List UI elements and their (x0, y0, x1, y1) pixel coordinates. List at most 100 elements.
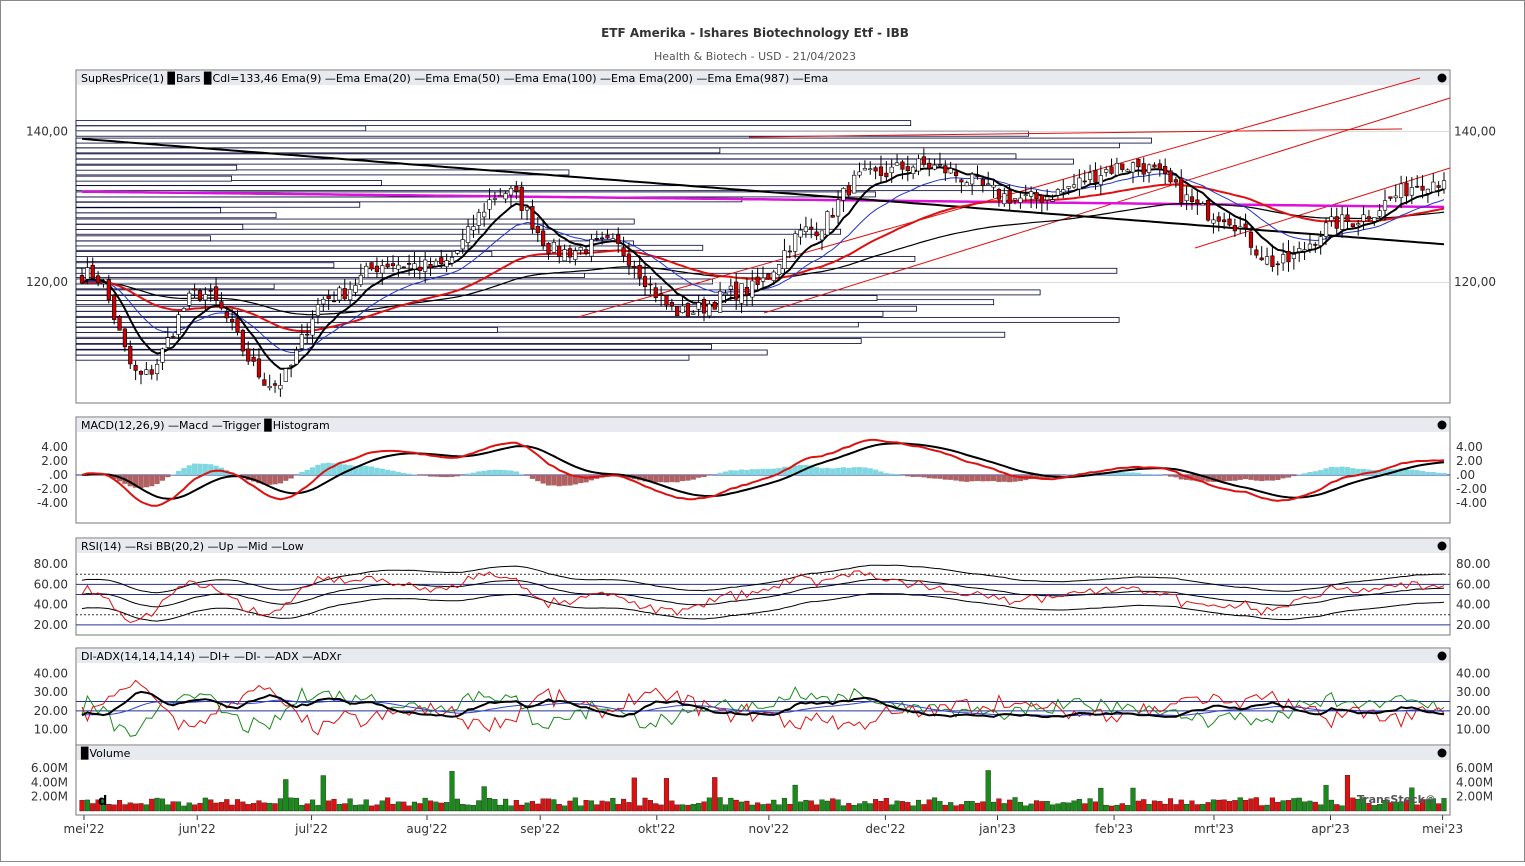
candle (311, 319, 315, 335)
macd-histogram-bar (283, 475, 288, 481)
candle (220, 302, 224, 309)
macd-histogram-bar (567, 475, 572, 486)
macd-histogram-bar (964, 475, 969, 482)
volume-bar (208, 800, 213, 811)
panel-close-icon[interactable] (1438, 542, 1447, 551)
rsi-tick-right: 60.00 (1456, 577, 1490, 591)
macd-histogram-bar (289, 475, 294, 478)
volume-bar (1243, 800, 1248, 811)
volume-bar (535, 804, 540, 811)
macd-histogram-bar (385, 470, 390, 475)
panel-close-icon[interactable] (1438, 74, 1447, 83)
candle (1201, 204, 1205, 205)
volume-bar (852, 805, 857, 811)
candle (922, 157, 926, 165)
candle (112, 295, 116, 319)
volume-bar (342, 804, 347, 811)
macd-histogram-bar (508, 471, 513, 475)
support-resistance-band (76, 263, 334, 268)
panel-close-icon[interactable] (1438, 652, 1447, 661)
volume-bar (1216, 800, 1221, 811)
candle (917, 159, 921, 171)
candle (1297, 248, 1301, 251)
candle (423, 260, 427, 272)
candle (600, 238, 604, 239)
volume-bar (964, 801, 969, 811)
candle (740, 284, 744, 304)
x-tick-label: aug'22 (406, 822, 447, 836)
candle (858, 172, 862, 175)
macd-histogram-bar (669, 475, 674, 482)
volume-bar (578, 806, 583, 811)
candle (1153, 165, 1157, 167)
volume-bar (283, 779, 288, 811)
panel-legend-macd: MACD(12,26,9) —Macd —Trigger ▉Histogram (81, 418, 330, 432)
candle (1389, 197, 1393, 199)
macd-histogram-bar (734, 471, 739, 475)
candle (279, 385, 283, 388)
candle (831, 215, 835, 217)
candle (933, 165, 937, 169)
volume-bar (139, 803, 144, 811)
candle (536, 226, 540, 232)
candle (1104, 170, 1108, 173)
volume-bar (970, 801, 975, 811)
volume-bar (1136, 801, 1141, 811)
macd-histogram-bar (986, 475, 991, 481)
candle (150, 370, 154, 375)
candle (198, 291, 202, 300)
volume-bar (948, 802, 953, 811)
candle (1110, 167, 1114, 174)
candle (225, 312, 229, 318)
macd-histogram-bar (750, 469, 755, 475)
macd-histogram-bar (1281, 475, 1286, 478)
volume-tick-right: 4.00M (1456, 775, 1493, 789)
candle (783, 251, 787, 269)
panel-close-icon[interactable] (1438, 749, 1447, 758)
volume-bar (417, 803, 422, 811)
volume-bar (814, 805, 819, 811)
x-tick-label: apr'23 (1311, 822, 1349, 836)
macd-histogram-bar (562, 475, 567, 486)
volume-bar (289, 798, 294, 811)
candle (1115, 163, 1119, 175)
volume-bar (916, 800, 921, 811)
candle (187, 293, 191, 305)
macd-histogram-bar (433, 475, 438, 477)
support-resistance-band (76, 355, 689, 360)
candle (611, 239, 615, 241)
x-tick-label: jun'22 (178, 822, 216, 836)
macd-histogram-bar (653, 475, 658, 482)
date-marker: d (98, 794, 107, 809)
volume-bar (610, 798, 615, 811)
volume-bar (1324, 785, 1329, 811)
volume-bar (1056, 804, 1061, 811)
macd-histogram-bar (138, 475, 143, 488)
panel-legend-rsi: RSI(14) —Rsi BB(20,2) —Up —Mid —Low (81, 540, 304, 553)
volume-bar (1147, 804, 1152, 811)
macd-tick-right: 2.00 (1456, 454, 1483, 468)
candle (338, 288, 342, 300)
macd-histogram-bar (1297, 474, 1302, 475)
candle (616, 235, 620, 244)
candle (750, 281, 754, 297)
candle (826, 212, 830, 235)
volume-bar (825, 801, 830, 811)
macd-histogram-bar (825, 468, 830, 475)
volume-bar (568, 801, 573, 811)
adx-tick-left: 40.00 (34, 666, 68, 680)
candle (466, 227, 470, 243)
volume-bar (1350, 798, 1355, 811)
candle (1351, 224, 1355, 227)
volume-bar (149, 799, 154, 811)
macd-histogram-bar (835, 468, 840, 475)
price-tick-left: 140,00 (26, 124, 68, 138)
panel-close-icon[interactable] (1438, 421, 1447, 430)
volume-bar (830, 799, 835, 811)
macd-histogram-bar (1146, 474, 1151, 475)
price-tick-left: 120,00 (26, 275, 68, 289)
volume-bar (482, 787, 487, 811)
x-tick-label: mrt'23 (1194, 822, 1234, 836)
candle (177, 315, 181, 335)
macd-histogram-bar (1318, 470, 1323, 475)
